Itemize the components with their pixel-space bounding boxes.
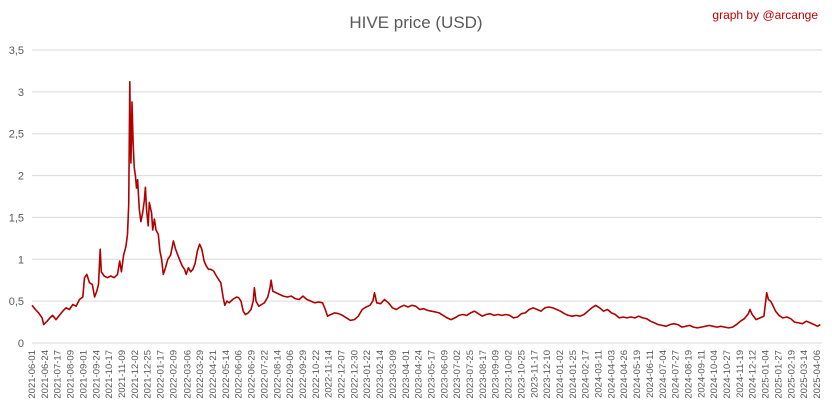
x-tick-label: 2023-06-09 xyxy=(439,350,450,399)
x-tick-label: 2021-10-17 xyxy=(104,350,115,399)
x-tick-label: 2022-09-29 xyxy=(298,350,309,399)
y-tick-label: 3,5 xyxy=(9,45,24,57)
x-tick-label: 2023-12-10 xyxy=(542,350,553,399)
x-tick-label: 2024-10-27 xyxy=(722,350,733,399)
x-tick-label: 2022-03-06 xyxy=(182,350,193,399)
x-tick-label: 2022-03-29 xyxy=(195,350,206,399)
x-tick-label: 2022-12-07 xyxy=(337,350,348,399)
x-tick-label: 2024-01-25 xyxy=(568,350,579,399)
x-tick-label: 2025-01-04 xyxy=(761,350,772,399)
x-tick-label: 2021-06-01 xyxy=(27,350,38,399)
x-tick-label: 2022-12-30 xyxy=(349,350,360,399)
x-tick-label: 2022-11-14 xyxy=(324,350,335,398)
x-tick-label: 2022-04-21 xyxy=(208,350,219,399)
x-tick-label: 2024-04-03 xyxy=(606,350,617,399)
gridlines xyxy=(32,49,822,344)
x-tick-label: 2023-08-17 xyxy=(478,350,489,399)
x-tick-label: 2024-03-11 xyxy=(594,350,605,398)
price-series-line xyxy=(31,81,821,329)
chart-title: HIVE price (USD) xyxy=(349,13,482,32)
x-tick-label: 2023-11-17 xyxy=(529,350,540,398)
y-tick-label: 2,5 xyxy=(9,129,24,141)
y-tick-label: 3 xyxy=(18,87,24,99)
chart-credit: graph by @arcange xyxy=(712,8,818,22)
x-tick-label: 2023-05-17 xyxy=(426,350,437,399)
x-tick-label: 2022-06-06 xyxy=(234,350,245,399)
series-layer xyxy=(31,81,821,329)
x-tick-label: 2021-11-09 xyxy=(117,350,128,398)
x-tick-label: 2024-08-19 xyxy=(683,350,694,399)
x-tick-label: 2023-07-25 xyxy=(465,350,476,399)
x-tick-label: 2024-10-04 xyxy=(709,350,720,399)
x-tick-label: 2023-04-01 xyxy=(401,350,412,399)
x-tick-label: 2021-12-02 xyxy=(130,350,141,399)
x-tick-label: 2025-03-14 xyxy=(799,350,810,399)
x-axis-ticks: 2021-06-01 2021-06-24 2021-07-17 2021-08-09… xyxy=(27,350,823,399)
y-tick-label: 0,5 xyxy=(9,296,24,308)
x-tick-label: 2021-09-24 xyxy=(91,350,102,399)
x-tick-label: 2023-03-09 xyxy=(388,350,399,399)
x-tick-label: 2022-08-14 xyxy=(272,350,283,399)
x-tick-label: 2024-09-11 xyxy=(696,350,707,398)
x-tick-label: 2022-10-22 xyxy=(311,350,322,399)
y-tick-label: 1 xyxy=(18,254,24,266)
x-tick-label: 2023-02-14 xyxy=(375,350,386,399)
x-tick-label: 2021-12-25 xyxy=(143,350,154,399)
x-tick-label: 2023-10-25 xyxy=(516,350,527,399)
x-tick-label: 2024-02-17 xyxy=(581,350,592,399)
x-tick-label: 2022-06-29 xyxy=(247,350,258,399)
x-tick-label: 2022-07-22 xyxy=(259,350,270,399)
x-tick-label: 2023-04-24 xyxy=(414,350,425,399)
x-tick-label: 2024-12-12 xyxy=(748,350,759,399)
x-tick-label: 2024-06-11 xyxy=(645,350,656,398)
y-tick-label: 0 xyxy=(18,338,24,350)
x-tick-label: 2024-11-19 xyxy=(735,350,746,398)
x-tick-label: 2022-01-17 xyxy=(156,350,167,399)
x-tick-label: 2023-09-09 xyxy=(491,350,502,399)
x-tick-label: 2021-09-01 xyxy=(78,350,89,399)
x-tick-label: 2023-01-22 xyxy=(362,350,373,399)
x-tick-label: 2024-05-19 xyxy=(632,350,643,399)
x-tick-label: 2021-08-09 xyxy=(66,350,77,399)
x-tick-label: 2023-10-02 xyxy=(504,350,515,399)
x-tick-label: 2024-04-26 xyxy=(619,350,630,399)
x-tick-label: 2024-01-02 xyxy=(555,350,566,399)
x-tick-label: 2025-04-06 xyxy=(812,350,823,399)
y-tick-label: 1,5 xyxy=(9,212,24,224)
x-tick-label: 2022-05-14 xyxy=(221,350,232,399)
y-tick-label: 2 xyxy=(18,171,24,183)
x-tick-label: 2025-02-19 xyxy=(786,350,797,399)
x-tick-label: 2021-06-24 xyxy=(40,350,51,399)
x-tick-label: 2023-07-02 xyxy=(452,350,463,399)
x-tick-label: 2022-09-06 xyxy=(285,350,296,399)
x-tick-label: 2024-07-04 xyxy=(658,350,669,399)
x-tick-label: 2024-07-27 xyxy=(671,350,682,399)
y-axis-ticks: 0 0,5 1 1,5 2 2,5 3 3,5 xyxy=(9,45,24,350)
x-tick-label: 2022-02-09 xyxy=(168,350,179,399)
x-tick-label: 2025-01-27 xyxy=(773,350,784,399)
x-tick-label: 2021-07-17 xyxy=(53,350,64,399)
